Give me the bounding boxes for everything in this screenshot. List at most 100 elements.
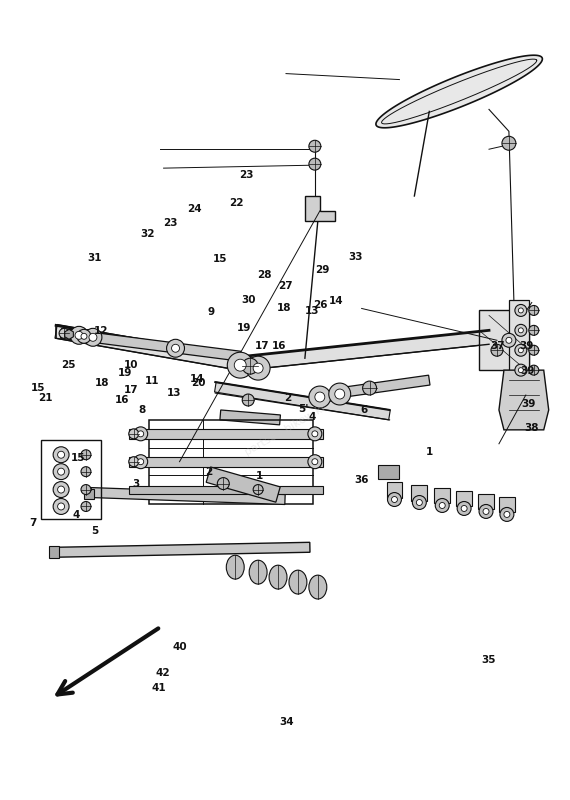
- Circle shape: [75, 331, 83, 339]
- Text: 14: 14: [190, 374, 205, 384]
- Polygon shape: [376, 55, 543, 128]
- Polygon shape: [56, 542, 310, 558]
- Circle shape: [479, 505, 493, 518]
- Circle shape: [172, 344, 180, 352]
- Circle shape: [529, 306, 539, 315]
- Circle shape: [242, 394, 254, 406]
- Ellipse shape: [309, 575, 327, 599]
- Polygon shape: [386, 482, 402, 498]
- Circle shape: [329, 383, 351, 405]
- Circle shape: [518, 308, 523, 313]
- Circle shape: [217, 478, 229, 490]
- Circle shape: [309, 158, 321, 170]
- Polygon shape: [305, 196, 335, 221]
- Circle shape: [502, 136, 516, 150]
- Circle shape: [53, 498, 69, 514]
- Circle shape: [457, 502, 471, 515]
- Circle shape: [166, 339, 185, 358]
- Circle shape: [500, 507, 514, 522]
- Circle shape: [81, 502, 91, 511]
- Ellipse shape: [269, 565, 287, 589]
- Circle shape: [506, 338, 512, 343]
- Polygon shape: [206, 467, 280, 502]
- Circle shape: [81, 450, 91, 460]
- Text: 17: 17: [123, 386, 138, 395]
- Circle shape: [58, 451, 64, 458]
- Circle shape: [59, 328, 69, 338]
- Text: 16: 16: [272, 341, 287, 351]
- Text: 37: 37: [490, 341, 505, 351]
- Ellipse shape: [226, 555, 244, 579]
- Circle shape: [388, 493, 401, 506]
- Circle shape: [253, 485, 263, 494]
- Polygon shape: [412, 485, 428, 501]
- Text: 19: 19: [118, 368, 132, 378]
- Text: 5': 5': [298, 404, 308, 414]
- Text: 20: 20: [192, 378, 206, 388]
- Circle shape: [315, 392, 325, 402]
- Text: 16: 16: [115, 395, 129, 405]
- Circle shape: [53, 464, 69, 480]
- Text: 27: 27: [278, 281, 292, 291]
- Text: 38: 38: [524, 423, 539, 433]
- Circle shape: [81, 334, 87, 339]
- Text: 39: 39: [519, 341, 534, 351]
- Polygon shape: [91, 487, 285, 505]
- Text: 9: 9: [207, 307, 215, 318]
- Circle shape: [435, 498, 449, 513]
- Circle shape: [309, 140, 321, 152]
- Circle shape: [129, 457, 139, 466]
- Ellipse shape: [289, 570, 307, 594]
- Circle shape: [504, 511, 510, 518]
- Text: 40: 40: [173, 642, 188, 652]
- Ellipse shape: [249, 560, 267, 584]
- Text: 33: 33: [349, 253, 363, 262]
- Text: 28: 28: [257, 270, 272, 280]
- Text: 8: 8: [139, 406, 146, 415]
- Text: 31: 31: [88, 254, 102, 263]
- Polygon shape: [478, 494, 494, 510]
- Circle shape: [58, 486, 64, 493]
- Circle shape: [308, 427, 322, 441]
- Circle shape: [234, 359, 246, 371]
- Text: 32: 32: [140, 229, 155, 238]
- Text: 23: 23: [163, 218, 178, 228]
- Text: 18: 18: [276, 302, 291, 313]
- Text: 41: 41: [152, 683, 166, 693]
- Polygon shape: [344, 375, 430, 397]
- Bar: [49, 546, 59, 558]
- Bar: [41, 440, 101, 519]
- Circle shape: [518, 368, 523, 373]
- Text: 1: 1: [256, 470, 263, 481]
- Circle shape: [529, 326, 539, 335]
- Text: 26: 26: [313, 300, 327, 310]
- Text: 1: 1: [426, 446, 433, 457]
- Circle shape: [227, 352, 253, 378]
- Polygon shape: [434, 487, 450, 503]
- Circle shape: [515, 364, 527, 376]
- Text: 15: 15: [71, 453, 85, 463]
- Circle shape: [335, 389, 345, 399]
- Text: 36: 36: [355, 474, 369, 485]
- Text: 34: 34: [279, 717, 294, 726]
- Circle shape: [312, 458, 318, 465]
- Circle shape: [81, 466, 91, 477]
- Polygon shape: [55, 325, 251, 372]
- Text: 35: 35: [481, 655, 495, 666]
- Text: 10: 10: [124, 360, 138, 370]
- Text: partseu.bikewiki: partseu.bikewiki: [243, 402, 327, 457]
- Polygon shape: [60, 328, 241, 361]
- Circle shape: [58, 468, 64, 475]
- Circle shape: [439, 502, 445, 509]
- Polygon shape: [456, 490, 472, 506]
- Text: 3: 3: [133, 479, 140, 490]
- Circle shape: [53, 482, 69, 498]
- Polygon shape: [245, 330, 490, 370]
- Circle shape: [70, 326, 88, 344]
- Text: 13: 13: [305, 306, 319, 316]
- Text: 15: 15: [213, 254, 227, 264]
- Text: 11: 11: [144, 376, 159, 386]
- Text: 17: 17: [255, 341, 270, 351]
- Bar: [84, 489, 94, 498]
- Text: 19: 19: [237, 322, 251, 333]
